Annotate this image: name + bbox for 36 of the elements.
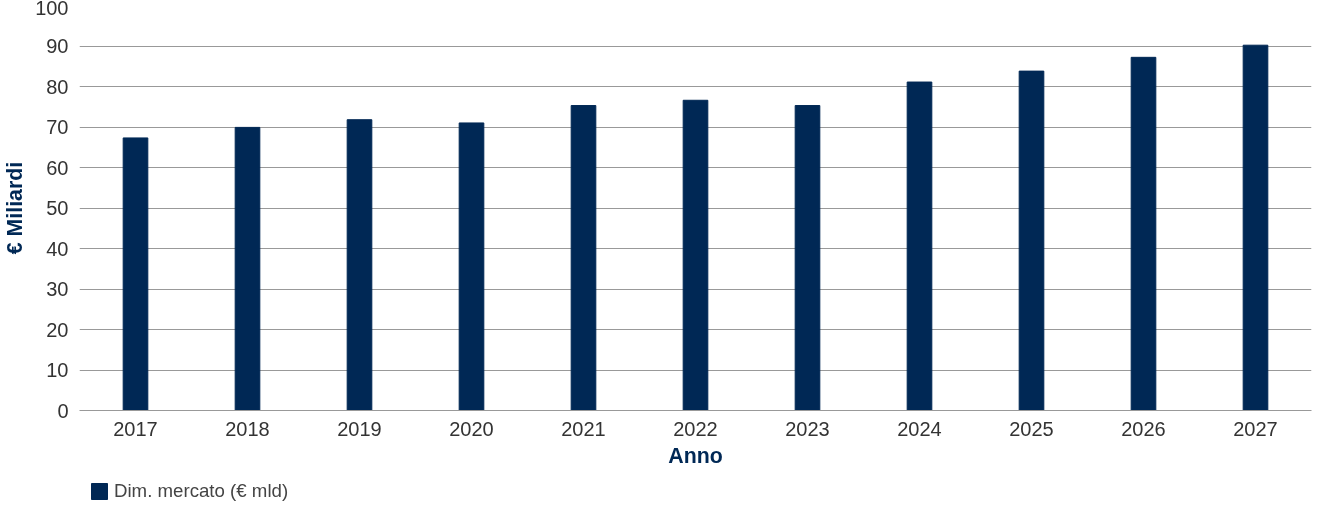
y-tick-label: 20	[46, 318, 69, 341]
y-tick-label: 0	[57, 399, 69, 422]
bar	[1242, 44, 1269, 411]
bar	[234, 126, 261, 411]
y-axis-title: € Miliardi	[3, 161, 28, 255]
bar	[458, 122, 485, 411]
bar	[906, 81, 933, 411]
x-tick-label: 2026	[1121, 417, 1166, 440]
x-tick-label: 2024	[897, 417, 942, 440]
bar	[682, 99, 709, 411]
bar	[1130, 56, 1157, 411]
x-tick-label: 2027	[1233, 417, 1278, 440]
y-tick-label: 30	[46, 278, 69, 300]
x-tick-label: 2019	[337, 417, 382, 440]
y-tick-label: 100	[35, 0, 69, 19]
x-tick-label: 2017	[113, 417, 158, 440]
bar	[794, 105, 821, 411]
x-tick-label: 2020	[449, 417, 494, 440]
y-tick-label: 70	[46, 116, 69, 138]
legend-label: Dim. mercato (€ mld)	[114, 480, 289, 502]
x-axis-title: Anno	[668, 443, 723, 468]
x-tick-label: 2022	[673, 417, 718, 440]
y-tick-label: 80	[46, 75, 69, 98]
x-tick-label: 2018	[225, 417, 270, 440]
y-tick-label: 50	[46, 197, 69, 219]
y-tick-label: 10	[46, 359, 69, 381]
bar	[1018, 70, 1045, 411]
bar	[346, 119, 373, 411]
bar	[122, 137, 149, 411]
x-tick-label: 2023	[785, 417, 830, 440]
y-tick-label: 90	[46, 35, 69, 57]
x-tick-label: 2025	[1009, 417, 1054, 440]
x-tick-label: 2021	[561, 417, 606, 440]
y-tick-label: 40	[46, 237, 69, 260]
bar	[570, 105, 597, 411]
y-tick-label: 60	[46, 156, 69, 179]
